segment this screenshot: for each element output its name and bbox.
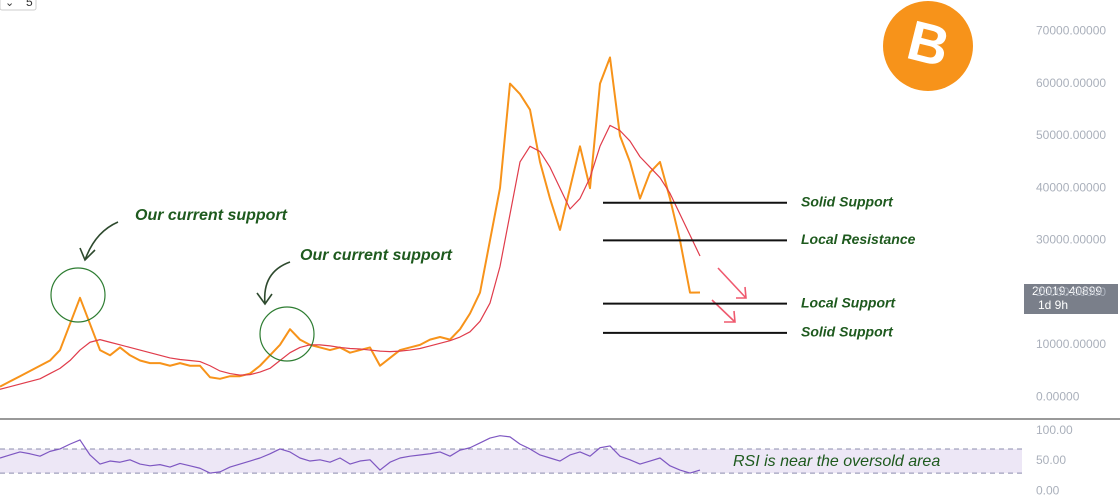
y-tick-label: 30000.00000	[1036, 233, 1106, 247]
rsi-band	[0, 448, 1022, 474]
annotation: RSI is near the oversold area	[733, 453, 940, 470]
level-label: Local Resistance	[801, 231, 916, 247]
last-price: 20019.40899	[1032, 284, 1102, 298]
bitcoin-logo	[883, 1, 973, 91]
level-label: Solid Support	[801, 193, 894, 209]
rsi-tick-label: 50.00	[1036, 453, 1066, 467]
last-price-box	[1024, 284, 1118, 314]
interval-box[interactable]	[0, 0, 37, 11]
y-tick-label: 10000.00000	[1036, 337, 1106, 351]
y-tick-label: 20000.00000	[1036, 285, 1106, 299]
series-line	[0, 124, 701, 390]
highlight-circle	[259, 306, 315, 362]
arrow	[717, 267, 747, 299]
series-line	[0, 56, 701, 388]
rsi-tick-label: 100.00	[1036, 423, 1073, 437]
interval-chevron: ⌄	[5, 0, 14, 9]
arrow	[79, 221, 119, 262]
highlight-circle	[50, 267, 106, 323]
y-tick-label: 40000.00000	[1036, 180, 1106, 194]
countdown: 1d 9h	[1038, 298, 1068, 312]
y-tick-label: 0.00000	[1036, 389, 1080, 403]
annotation: Our current support	[135, 207, 288, 224]
y-tick-label: 70000.00000	[1036, 24, 1106, 38]
annotation: Our current support	[300, 247, 453, 264]
y-tick-label: 50000.00000	[1036, 128, 1106, 142]
arrow	[256, 261, 291, 306]
level-label: Local Support	[801, 294, 896, 310]
interval: 5	[26, 0, 33, 9]
level-label: Solid Support	[801, 324, 894, 340]
y-tick-label: 60000.00000	[1036, 76, 1106, 90]
rsi-tick-label: 0.00	[1036, 483, 1060, 496]
series-line	[0, 435, 701, 474]
